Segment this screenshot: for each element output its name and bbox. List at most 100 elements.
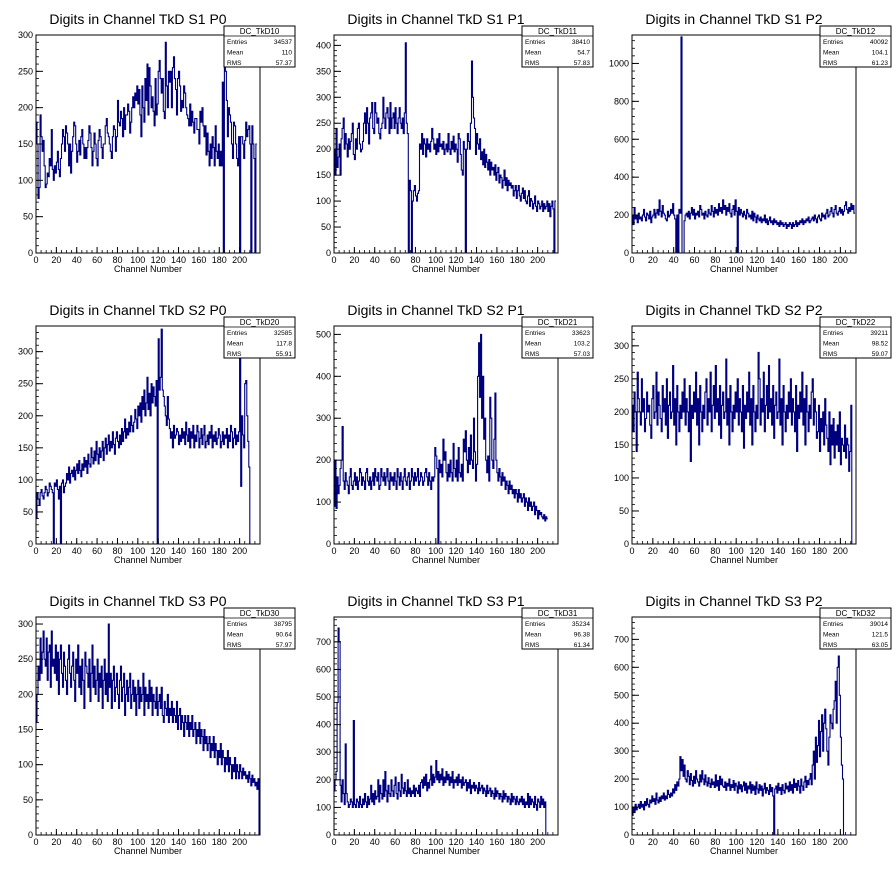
x-tick-label: 20: [349, 837, 359, 847]
x-tick-label: 20: [51, 546, 61, 556]
stats-value: 63.05: [872, 642, 889, 649]
x-tick-label: 20: [648, 837, 658, 847]
y-tick-label: 600: [614, 662, 629, 672]
x-tick-label: 80: [112, 546, 122, 556]
stats-key: Entries: [227, 39, 248, 46]
x-tick-label: 120: [151, 546, 166, 556]
y-tick-label: 100: [18, 760, 33, 770]
stats-key: Mean: [525, 341, 542, 348]
y-tick-label: 100: [316, 497, 331, 507]
y-tick-label: 150: [18, 443, 33, 453]
x-tick-label: 40: [72, 255, 82, 265]
x-tick-label: 100: [729, 546, 744, 556]
x-tick-label: 60: [690, 255, 700, 265]
chart-title: Digits in Channel TkD S2 P2: [645, 302, 822, 318]
stats-key: Mean: [227, 632, 244, 639]
x-tick-label: 80: [112, 255, 122, 265]
stats-value: 40092: [870, 39, 888, 46]
y-tick-label: 50: [23, 795, 33, 805]
x-tick-label: 40: [669, 255, 679, 265]
x-tick-label: 80: [112, 837, 122, 847]
y-tick-label: 0: [624, 830, 629, 840]
x-tick-label: 0: [33, 546, 38, 556]
x-tick-label: 200: [530, 546, 545, 556]
y-tick-label: 300: [316, 747, 331, 757]
stats-value: 59.07: [872, 351, 889, 358]
y-tick-label: 200: [316, 144, 331, 154]
histogram-panel: Digits in Channel TkD S3 P0 0 20 40 60 80 100 1…: [0, 582, 298, 873]
x-tick-label: 200: [232, 546, 247, 556]
y-tick-label: 100: [316, 196, 331, 206]
x-tick-label: 20: [51, 255, 61, 265]
x-tick-label: 0: [331, 546, 336, 556]
histogram-svg: Digits in Channel TkD S2 P2 0 20 40 60 80 100 1…: [614, 302, 892, 565]
y-tick-label: 700: [614, 634, 629, 644]
x-tick-label: 0: [331, 837, 336, 847]
x-tick-label: 120: [151, 255, 166, 265]
x-tick-label: 200: [530, 837, 545, 847]
x-tick-label: 160: [191, 837, 206, 847]
x-tick-label: 140: [469, 255, 484, 265]
x-tick-label: 180: [510, 255, 525, 265]
stats-name: DC_TkD30: [240, 609, 280, 618]
histogram-panel: Digits in Channel TkD S1 P1 0 20 40 60 80 100 1…: [298, 0, 596, 291]
x-tick-label: 0: [629, 546, 634, 556]
y-tick-label: 200: [316, 775, 331, 785]
histogram-svg: Digits in Channel TkD S2 P0 0 20 40 60 80 100 1…: [18, 302, 296, 565]
stats-key: RMS: [227, 642, 242, 649]
x-tick-label: 180: [812, 837, 827, 847]
x-tick-label: 200: [833, 255, 848, 265]
y-tick-label: 600: [316, 664, 331, 674]
x-tick-label: 40: [72, 546, 82, 556]
x-tick-label: 40: [669, 546, 679, 556]
histogram-svg: Digits in Channel TkD S3 P0 0 20 40 60 80 100 1…: [18, 593, 296, 856]
x-tick-label: 120: [449, 546, 464, 556]
x-tick-label: 20: [349, 546, 359, 556]
x-axis-label: Channel Number: [710, 846, 778, 856]
chart-title: Digits in Channel TkD S1 P0: [49, 11, 226, 27]
y-tick-label: 400: [614, 718, 629, 728]
stats-key: Mean: [227, 341, 244, 348]
x-tick-label: 60: [690, 546, 700, 556]
y-tick-label: 150: [18, 725, 33, 735]
stats-box: [223, 607, 296, 650]
y-tick-label: 300: [614, 341, 629, 351]
x-tick-label: 0: [629, 255, 634, 265]
stats-key: Mean: [525, 50, 542, 57]
histogram-svg: Digits in Channel TkD S3 P2 0 20 40 60 80 100 1…: [614, 593, 892, 856]
stats-name: DC_TkD21: [538, 318, 578, 327]
stats-key: Entries: [823, 621, 844, 628]
histogram-line: [36, 41, 257, 254]
x-tick-label: 40: [669, 837, 679, 847]
stats-box: [819, 316, 892, 359]
x-axis-label: Channel Number: [412, 555, 480, 565]
stats-value: 98.52: [872, 341, 889, 348]
chart-title: Digits in Channel TkD S1 P1: [347, 11, 524, 27]
x-tick-label: 180: [510, 546, 525, 556]
chart-title: Digits in Channel TkD S3 P0: [49, 593, 226, 609]
stats-name: DC_TkD20: [240, 318, 280, 327]
x-tick-label: 180: [212, 837, 227, 847]
x-tick-label: 80: [710, 837, 720, 847]
stats-name: DC_TkD11: [538, 27, 578, 36]
y-tick-label: 200: [18, 689, 33, 699]
x-tick-label: 100: [729, 255, 744, 265]
y-tick-label: 250: [18, 66, 33, 76]
histogram-line: [632, 351, 853, 545]
x-tick-label: 100: [729, 837, 744, 847]
x-tick-label: 100: [428, 255, 443, 265]
histogram-line: [632, 655, 849, 836]
y-tick-label: 200: [614, 210, 629, 220]
stats-key: RMS: [525, 60, 540, 67]
y-tick-label: 600: [614, 134, 629, 144]
stats-key: Entries: [525, 330, 546, 337]
x-tick-label: 60: [92, 255, 102, 265]
stats-box: [223, 316, 296, 359]
stats-value: 34537: [274, 39, 292, 46]
y-tick-label: 400: [614, 172, 629, 182]
stats-value: 39014: [870, 621, 888, 628]
plot-frame: [631, 616, 857, 836]
x-tick-label: 60: [390, 546, 400, 556]
x-axis-label: Channel Number: [412, 846, 480, 856]
